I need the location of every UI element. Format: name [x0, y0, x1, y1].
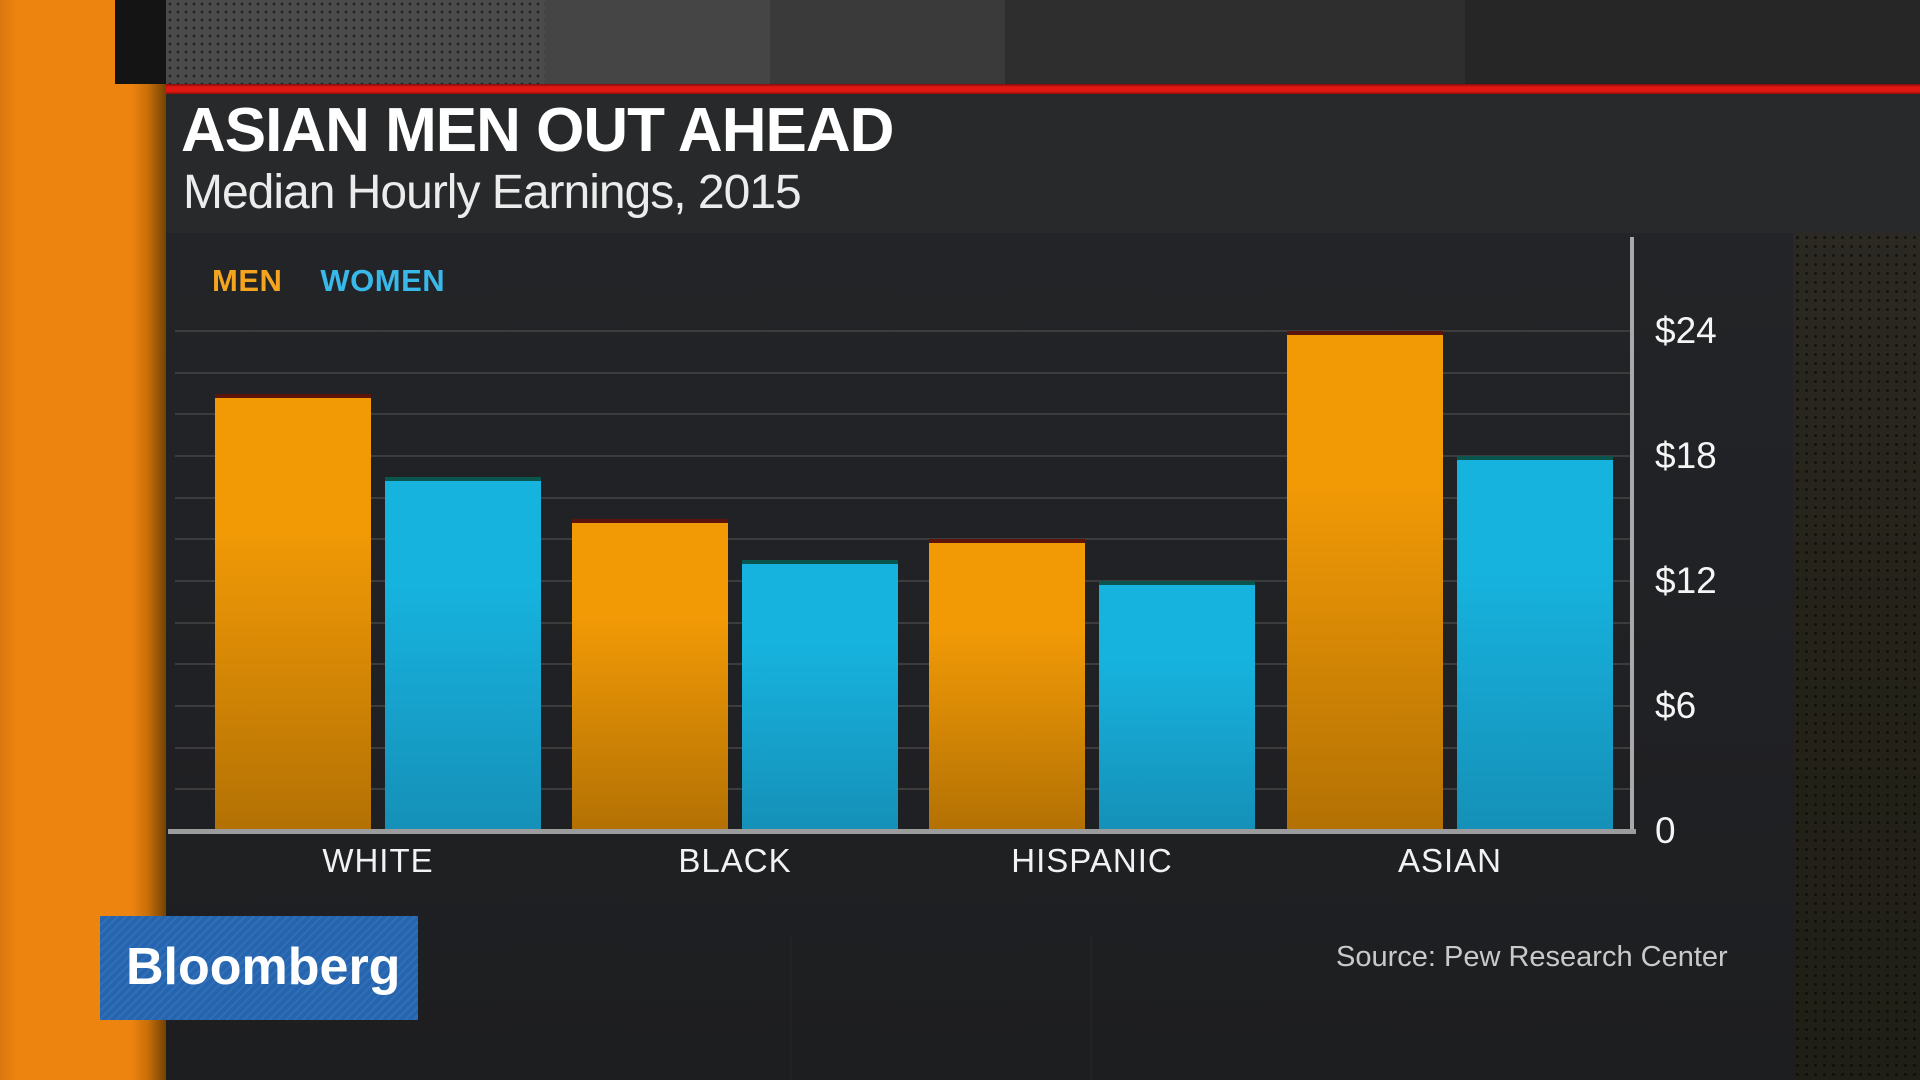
bar-women-white: [385, 476, 541, 831]
chart-title: ASIAN MEN OUT AHEAD: [181, 96, 894, 165]
bar-women-black: [742, 560, 898, 831]
bar-women-hispanic: [1099, 581, 1255, 831]
grid-line: [175, 330, 1632, 332]
bloomberg-logo: Bloomberg: [100, 916, 418, 1020]
y-tick-label: $18: [1655, 435, 1717, 476]
background-seam: [790, 935, 792, 1080]
chart-subtitle: Median Hourly Earnings, 2015: [183, 166, 802, 219]
red-accent-rule: [166, 84, 1920, 94]
top-left-notch: [115, 0, 168, 84]
left-orange-band: [0, 0, 168, 1080]
category-label: HISPANIC: [1011, 842, 1173, 879]
grid-line: [175, 455, 1632, 457]
grid-line: [175, 413, 1632, 416]
bar-men-black: [572, 518, 728, 831]
y-tick-label: $24: [1655, 310, 1717, 351]
legend-item-men: MEN: [212, 263, 283, 298]
grid-line: [175, 663, 1632, 666]
grid-line: [175, 788, 1632, 791]
grid-line: [175, 621, 1632, 624]
top-strip-panel: [545, 0, 770, 84]
top-strip-panel: [1465, 0, 1920, 84]
legend-item-women: WOMEN: [320, 263, 446, 298]
bar-men-white: [215, 393, 371, 831]
grid-line: [175, 580, 1632, 582]
grid-line: [175, 746, 1632, 749]
category-label: WHITE: [322, 842, 434, 879]
grid-line: [175, 705, 1632, 707]
source-note: Source: Pew Research Center: [1336, 941, 1728, 973]
grid-line: [175, 538, 1632, 541]
x-axis-line: [168, 829, 1636, 834]
grid-line: [175, 371, 1632, 374]
top-strip-panel: [770, 0, 1005, 84]
y-tick-label: $12: [1655, 560, 1717, 601]
y-tick-label: 0: [1655, 810, 1676, 851]
category-label: BLACK: [678, 842, 792, 879]
category-label: ASIAN: [1397, 842, 1503, 879]
title-panel: [166, 94, 1920, 233]
y-tick-label: $6: [1655, 685, 1697, 726]
bloomberg-logo-text: Bloomberg: [126, 938, 401, 996]
bar-men-asian: [1287, 331, 1443, 831]
top-strip-panel: [1005, 0, 1465, 84]
top-strip-dotted-panel: [166, 0, 545, 84]
legend: MEN WOMEN: [212, 263, 445, 299]
y-axis-line: [1630, 237, 1634, 834]
bar-women-asian: [1457, 456, 1613, 831]
grid-line: [175, 496, 1632, 499]
background-seam: [1090, 935, 1092, 1080]
right-texture-panel: [1793, 233, 1920, 1080]
bar-men-hispanic: [929, 539, 1085, 831]
